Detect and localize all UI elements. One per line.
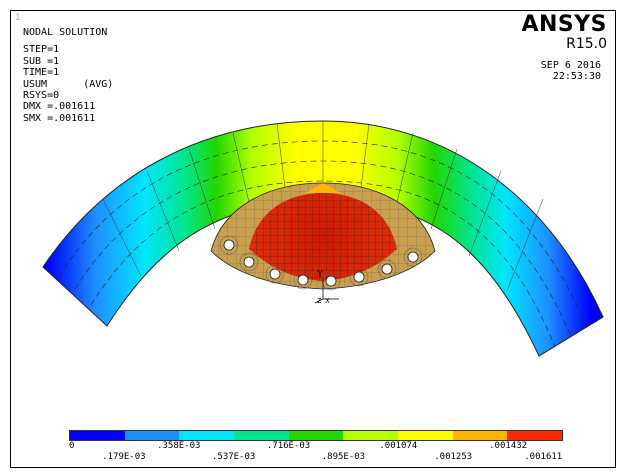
time-text: 22:53:30 (552, 71, 601, 83)
legend-lower-values: .179E-03 .537E-03 .895E-03 .001253 .001611 (69, 452, 563, 463)
triad-y-label: Y (317, 269, 323, 280)
legend-swatch (234, 431, 289, 440)
legend-tick-label: .001432 (489, 441, 528, 451)
legend-swatch (179, 431, 235, 440)
smx-line: SMX =.001611 (23, 112, 96, 124)
brand-version: R15.0 (566, 36, 607, 52)
legend-tick-label: .895E-03 (321, 452, 366, 462)
date-text: SEP 6 2016 (540, 60, 601, 71)
legend-swatch (70, 431, 125, 440)
sub-line: SUB =1 (23, 55, 60, 67)
legend-tick-label: .179E-03 (102, 452, 146, 462)
legend-swatch (343, 431, 399, 440)
ansys-logo: ANSYS R15.0 (521, 13, 607, 52)
time-line: TIME=1 (23, 67, 60, 79)
solution-title: NODAL SOLUTION (23, 27, 108, 38)
brand-name: ANSYS (521, 12, 607, 37)
legend-swatch (398, 431, 453, 440)
timestamp: SEP 6 2016 22:53:30 (541, 60, 601, 83)
apex-region (305, 183, 341, 193)
coordinate-triad (314, 279, 339, 304)
contour-plot: Y Z X (42, 120, 604, 357)
solution-info: NODAL SOLUTION STEP=1 SUB =1 TIME=1 USUM… (23, 27, 113, 124)
legend-bar (69, 430, 563, 441)
usum-line: USUM (AVG) (23, 78, 114, 90)
legend-upper-values: 0 .358E-03 .716E-03 .001074 .001432 (69, 441, 563, 452)
legend-swatch (124, 431, 180, 440)
arch-sections (102, 121, 544, 292)
rsys-line: RSYS=0 (23, 90, 60, 102)
dmx-line: DMX =.001611 (23, 101, 96, 113)
legend-swatch (452, 431, 508, 440)
legend-tick-label: .716E-03 (266, 441, 311, 451)
legend-swatch (507, 431, 563, 440)
window-number: 1 (15, 13, 21, 23)
legend-tick-label: 0 (69, 441, 75, 451)
legend-swatch (288, 431, 344, 440)
step-line: STEP=1 (23, 44, 60, 56)
color-legend: 0 .358E-03 .716E-03 .001074 .001432 .179E-03… (69, 430, 563, 463)
legend-tick-label: .001253 (434, 452, 473, 462)
triad-zx-label: Z X (317, 297, 330, 305)
graphics-viewport[interactable]: 1 NODAL SOLUTION STEP=1 SUB =1 TIME=1 US… (10, 10, 616, 468)
legend-tick-label: .001074 (379, 441, 418, 451)
anchor-holes (223, 239, 419, 287)
legend-tick-label: .537E-03 (211, 452, 256, 462)
legend-tick-label: .001611 (524, 452, 563, 462)
legend-tick-label: .358E-03 (157, 441, 201, 451)
